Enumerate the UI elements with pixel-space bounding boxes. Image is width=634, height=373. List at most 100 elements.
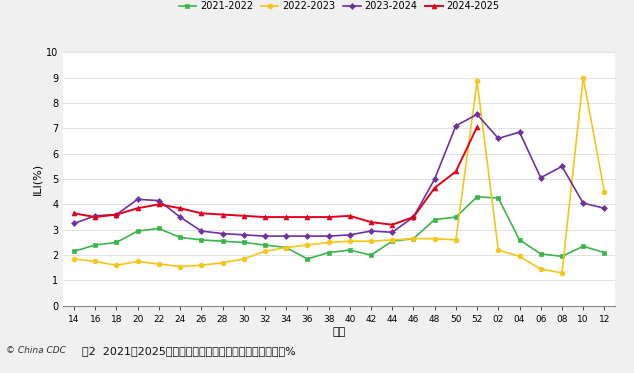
2021-2022 (198, 238, 205, 242)
2022-2023 (155, 262, 163, 266)
2023-2024 (389, 230, 396, 235)
2023-2024 (452, 123, 460, 128)
2022-2023 (282, 245, 290, 250)
2022-2023 (452, 238, 460, 242)
2023-2024 (155, 198, 163, 203)
2024-2025 (176, 206, 184, 210)
2024-2025 (431, 186, 439, 190)
2022-2023 (515, 254, 523, 258)
2022-2023 (389, 238, 396, 242)
2021-2022 (515, 238, 523, 242)
2021-2022 (304, 257, 311, 261)
2024-2025 (113, 212, 120, 217)
2024-2025 (325, 215, 332, 219)
2022-2023 (198, 263, 205, 267)
2022-2023 (410, 236, 417, 241)
2021-2022 (431, 217, 439, 222)
2024-2025 (282, 215, 290, 219)
2024-2025 (91, 215, 99, 219)
2023-2024 (537, 176, 545, 180)
2021-2022 (176, 235, 184, 239)
2023-2024 (240, 233, 247, 237)
2021-2022 (495, 196, 502, 200)
2023-2024 (558, 164, 566, 169)
2021-2022 (261, 243, 269, 247)
2021-2022 (410, 236, 417, 241)
2024-2025 (134, 206, 141, 210)
2021-2022 (134, 229, 141, 233)
Line: 2023-2024: 2023-2024 (72, 112, 607, 238)
2024-2025 (304, 215, 311, 219)
2023-2024 (325, 234, 332, 238)
2022-2023 (219, 260, 226, 265)
Line: 2024-2025: 2024-2025 (72, 125, 479, 227)
2023-2024 (113, 212, 120, 217)
2022-2023 (558, 271, 566, 275)
2021-2022 (113, 240, 120, 245)
2023-2024 (282, 234, 290, 238)
2022-2023 (495, 248, 502, 252)
2021-2022 (537, 252, 545, 256)
2022-2023 (240, 257, 247, 261)
2022-2023 (600, 189, 608, 194)
2024-2025 (261, 215, 269, 219)
2023-2024 (261, 234, 269, 238)
2024-2025 (240, 214, 247, 218)
2022-2023 (325, 240, 332, 245)
2021-2022 (91, 243, 99, 247)
Y-axis label: ILI(%): ILI(%) (32, 163, 42, 195)
2022-2023 (579, 75, 587, 80)
Line: 2021-2022: 2021-2022 (72, 194, 607, 261)
2021-2022 (579, 244, 587, 248)
2023-2024 (198, 229, 205, 233)
X-axis label: 周次: 周次 (333, 327, 346, 337)
2021-2022 (389, 239, 396, 244)
2023-2024 (579, 201, 587, 206)
2023-2024 (495, 136, 502, 141)
2023-2024 (431, 177, 439, 181)
2022-2023 (346, 239, 354, 244)
2023-2024 (176, 215, 184, 219)
2022-2023 (70, 257, 78, 261)
2022-2023 (261, 249, 269, 254)
2023-2024 (515, 130, 523, 134)
Line: 2022-2023: 2022-2023 (72, 75, 607, 275)
2024-2025 (367, 220, 375, 225)
2024-2025 (70, 211, 78, 216)
2024-2025 (219, 212, 226, 217)
2024-2025 (474, 125, 481, 129)
2021-2022 (155, 226, 163, 231)
2021-2022 (600, 250, 608, 255)
2023-2024 (410, 215, 417, 219)
2023-2024 (367, 229, 375, 233)
2024-2025 (198, 211, 205, 216)
2021-2022 (367, 253, 375, 257)
2022-2023 (537, 267, 545, 271)
2022-2023 (91, 259, 99, 264)
2021-2022 (282, 245, 290, 250)
2024-2025 (452, 169, 460, 174)
2021-2022 (325, 250, 332, 255)
2023-2024 (304, 234, 311, 238)
2021-2022 (558, 254, 566, 258)
2021-2022 (70, 249, 78, 254)
2022-2023 (134, 259, 141, 264)
2022-2023 (431, 236, 439, 241)
2023-2024 (600, 206, 608, 210)
2021-2022 (474, 195, 481, 199)
2023-2024 (70, 221, 78, 226)
2023-2024 (91, 214, 99, 218)
2021-2022 (219, 239, 226, 244)
Text: 图2  2021－2025年度北方省份哨点医院报告的流感样病例%: 图2 2021－2025年度北方省份哨点医院报告的流感样病例% (82, 346, 296, 355)
2022-2023 (113, 263, 120, 267)
2021-2022 (452, 215, 460, 219)
2024-2025 (346, 214, 354, 218)
2024-2025 (155, 202, 163, 207)
2022-2023 (474, 79, 481, 84)
2022-2023 (176, 264, 184, 269)
2023-2024 (219, 231, 226, 236)
2023-2024 (474, 112, 481, 117)
2021-2022 (240, 240, 247, 245)
Legend: 2021-2022, 2022-2023, 2023-2024, 2024-2025: 2021-2022, 2022-2023, 2023-2024, 2024-20… (179, 1, 500, 11)
2022-2023 (304, 243, 311, 247)
